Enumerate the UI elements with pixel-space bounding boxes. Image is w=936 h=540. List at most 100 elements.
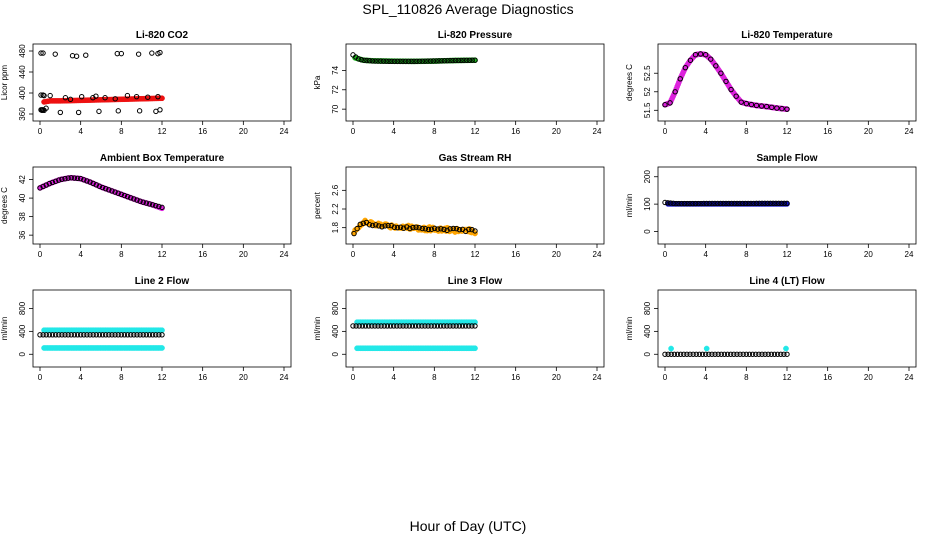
data-point bbox=[717, 200, 724, 207]
data-point bbox=[771, 351, 778, 357]
data-point bbox=[703, 345, 710, 352]
y-tick-label: 0 bbox=[331, 351, 340, 356]
data-point bbox=[52, 178, 59, 184]
data-points bbox=[351, 217, 478, 237]
x-tick-label: 0 bbox=[38, 127, 43, 136]
data-point bbox=[131, 332, 137, 338]
x-tick-label: 8 bbox=[744, 373, 749, 382]
x-tick-label: 4 bbox=[703, 373, 708, 382]
y-tick-label: 74 bbox=[331, 65, 340, 74]
y-tick-label: 440 bbox=[18, 65, 27, 79]
data-point bbox=[763, 103, 770, 110]
data-point bbox=[441, 323, 447, 329]
data-point bbox=[734, 351, 740, 357]
x-tick-label: 8 bbox=[119, 127, 124, 136]
x-tick-label: 20 bbox=[239, 127, 248, 136]
data-point bbox=[128, 195, 134, 201]
data-point bbox=[159, 345, 165, 351]
data-point bbox=[124, 193, 131, 200]
data-point bbox=[784, 200, 790, 207]
data-point bbox=[765, 351, 771, 357]
y-tick-label: 400 bbox=[331, 324, 340, 338]
data-point bbox=[462, 323, 469, 329]
data-point bbox=[431, 225, 438, 232]
data-point bbox=[143, 200, 150, 206]
y-tick-label: 38 bbox=[18, 212, 27, 221]
data-point bbox=[458, 57, 464, 64]
data-point bbox=[441, 226, 447, 233]
data-point bbox=[459, 323, 466, 329]
data-point bbox=[684, 351, 690, 357]
data-point bbox=[433, 58, 439, 64]
panel-6: Sample Flow ml/min 0 4 8 12 16 20 24 0 100 200 bbox=[625, 153, 917, 259]
data-point bbox=[781, 200, 787, 207]
panel-title: Sample Flow bbox=[756, 153, 817, 164]
data-point bbox=[756, 200, 762, 207]
data-point bbox=[106, 187, 112, 193]
data-point bbox=[159, 332, 165, 338]
data-point bbox=[118, 191, 125, 198]
panel-9: Line 4 (LT) Flow ml/min 0 4 8 12 16 20 24 0 400 800 bbox=[625, 276, 917, 382]
data-point bbox=[102, 185, 109, 192]
data-point bbox=[362, 323, 369, 329]
data-point bbox=[360, 220, 367, 227]
y-tick-label: 2.6 bbox=[331, 184, 340, 196]
y-tick-label: 42 bbox=[18, 175, 27, 184]
data-point bbox=[391, 58, 398, 65]
data-point bbox=[662, 351, 668, 357]
data-point bbox=[434, 323, 441, 329]
data-point bbox=[156, 203, 162, 210]
data-point bbox=[99, 184, 106, 191]
data-point bbox=[37, 185, 43, 191]
data-point bbox=[667, 100, 673, 106]
data-point bbox=[112, 332, 118, 338]
data-point bbox=[743, 100, 750, 107]
data-point bbox=[709, 351, 715, 357]
x-tick-label: 8 bbox=[119, 373, 124, 382]
x-tick-label: 20 bbox=[552, 373, 561, 382]
data-points bbox=[662, 345, 790, 357]
x-tick-label: 16 bbox=[511, 250, 520, 259]
data-point bbox=[382, 223, 388, 229]
x-tick-label: 20 bbox=[864, 250, 873, 259]
data-point bbox=[366, 222, 373, 228]
data-point bbox=[774, 351, 781, 357]
x-tick-label: 4 bbox=[78, 127, 83, 136]
data-point bbox=[677, 351, 684, 357]
data-point bbox=[52, 51, 58, 57]
x-tick-label: 24 bbox=[280, 373, 289, 382]
data-point bbox=[140, 199, 146, 205]
data-point bbox=[759, 200, 765, 207]
data-point bbox=[723, 200, 729, 207]
data-point bbox=[692, 200, 699, 207]
data-point bbox=[444, 227, 450, 234]
data-point bbox=[753, 102, 760, 109]
data-point bbox=[715, 351, 721, 357]
data-point bbox=[102, 332, 109, 338]
data-point bbox=[134, 332, 140, 338]
data-point bbox=[472, 345, 478, 352]
data-point bbox=[698, 200, 704, 207]
x-tick-label: 16 bbox=[823, 373, 832, 382]
y-tick-label: 400 bbox=[18, 86, 27, 100]
x-tick-label: 24 bbox=[280, 127, 289, 136]
y-tick-label: 51.5 bbox=[643, 102, 652, 118]
data-point bbox=[124, 332, 131, 338]
data-point bbox=[721, 351, 728, 357]
data-point bbox=[692, 52, 699, 58]
y-tick-label: 360 bbox=[18, 107, 27, 121]
data-point bbox=[143, 332, 150, 338]
data-point bbox=[403, 323, 409, 329]
data-point bbox=[677, 76, 683, 82]
data-point bbox=[112, 96, 118, 102]
x-tick-label: 12 bbox=[158, 373, 167, 382]
data-point bbox=[737, 351, 743, 357]
y-tick-label: 52.5 bbox=[643, 65, 652, 81]
data-point bbox=[145, 94, 151, 100]
x-tick-label: 12 bbox=[158, 127, 167, 136]
x-tick-label: 8 bbox=[119, 250, 124, 259]
x-tick-label: 0 bbox=[351, 250, 356, 259]
x-tick-label: 4 bbox=[391, 373, 396, 382]
data-point bbox=[115, 332, 121, 338]
data-point bbox=[756, 351, 762, 357]
